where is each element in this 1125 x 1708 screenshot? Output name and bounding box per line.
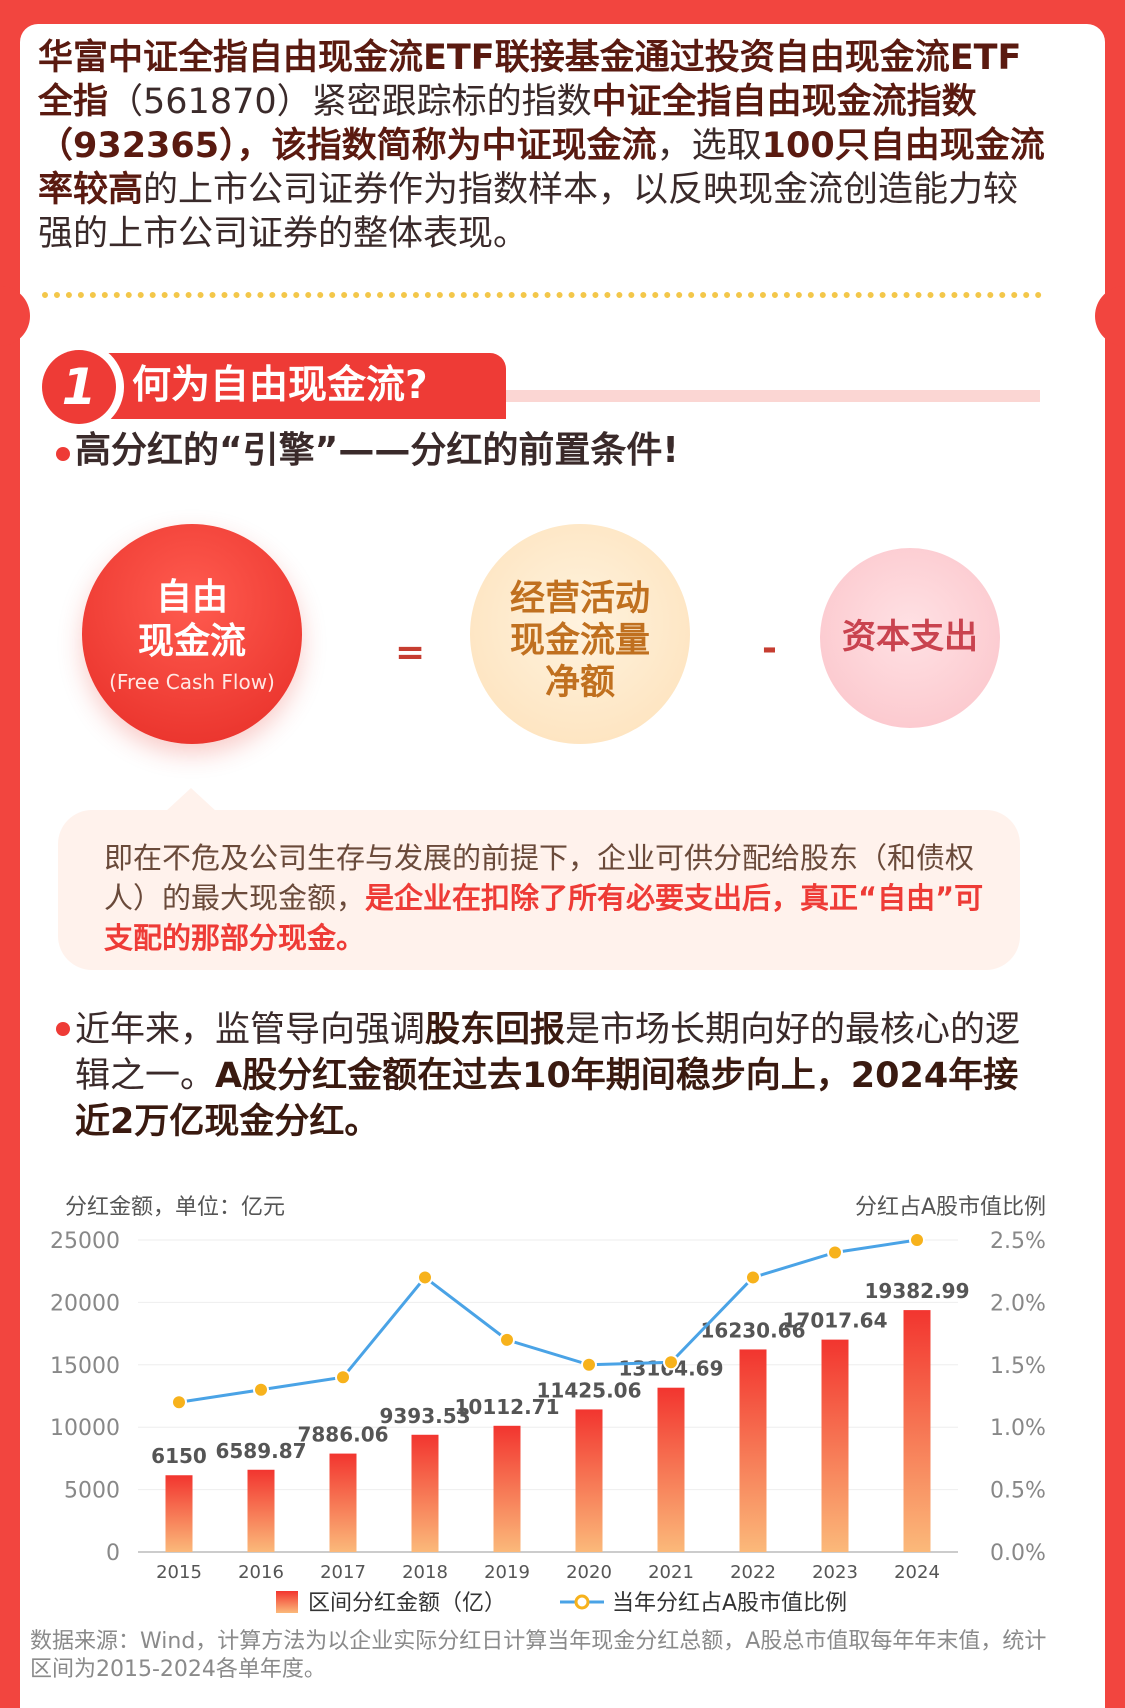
fcf-circle: 自由 现金流 (Free Cash Flow) — [82, 524, 302, 744]
capex-label: 资本支出 — [842, 617, 978, 657]
dotted-divider — [42, 292, 1042, 298]
intro-paragraph: 华富中证全指自由现金流ETF联接基金通过投资自由现金流ETF全指（561870）… — [38, 38, 1045, 254]
y-tick-label-right: 0.0% — [990, 1541, 1046, 1566]
y-axis-left-title: 分红金额，单位：亿元 — [65, 1195, 285, 1220]
fcf-label: 自由 现金流 — [137, 577, 246, 662]
y-tick-label-right: 1.0% — [990, 1416, 1046, 1441]
legend-bar-swatch — [276, 1591, 298, 1613]
operating-cash-flow-label: 经营活动 现金流量 净额 — [509, 579, 650, 703]
ratio-point — [335, 1369, 351, 1386]
legend-line-label: 当年分红占A股市值比例 — [612, 1591, 847, 1616]
x-tick-label: 2020 — [566, 1562, 612, 1583]
bar — [165, 1475, 193, 1552]
y-tick-label-right: 2.5% — [990, 1229, 1046, 1254]
x-tick-label: 2024 — [894, 1562, 940, 1583]
y-tick-label-right: 1.5% — [990, 1354, 1046, 1379]
bar-value-label: 6589.87 — [215, 1439, 306, 1463]
ratio-point — [171, 1394, 187, 1411]
y-tick-label-left: 15000 — [50, 1354, 120, 1379]
bar-value-label: 6150 — [151, 1444, 207, 1468]
capex-circle: 资本支出 — [820, 548, 1000, 728]
y-tick-label-left: 0 — [106, 1541, 120, 1566]
legend-bar-label: 区间分红金额（亿） — [308, 1591, 506, 1616]
bar — [329, 1453, 357, 1552]
bar-value-label: 17017.64 — [782, 1309, 887, 1333]
ratio-point — [663, 1354, 679, 1371]
subtitle: 高分红的“引擎”——分红的前置条件! — [75, 430, 679, 471]
bar — [903, 1310, 931, 1552]
bar — [493, 1425, 521, 1552]
x-tick-label: 2016 — [238, 1562, 284, 1583]
bar — [411, 1434, 439, 1552]
ratio-point — [581, 1356, 597, 1373]
bar — [247, 1469, 275, 1552]
fcf-english-label: (Free Cash Flow) — [109, 670, 275, 694]
bar-value-label: 7886.06 — [297, 1423, 388, 1447]
minus-sign: - — [762, 628, 777, 669]
bar-value-label: 10112.71 — [454, 1395, 559, 1419]
ratio-point — [253, 1381, 269, 1398]
bar-value-label: 16230.66 — [700, 1318, 805, 1342]
section-number: 1 — [42, 350, 116, 424]
y-tick-label-left: 25000 — [50, 1229, 120, 1254]
ratio-point — [499, 1331, 515, 1348]
definition-bubble — [58, 810, 1020, 970]
x-tick-label: 2018 — [402, 1562, 448, 1583]
x-tick-label: 2021 — [648, 1562, 694, 1583]
bullet-dot — [56, 1022, 70, 1036]
x-tick-label: 2015 — [156, 1562, 202, 1583]
y-tick-label-right: 0.5% — [990, 1479, 1046, 1504]
definition-text: 即在不危及公司生存与发展的前提下，企业可供分配给股东（和债权人）的最大现金额，是… — [104, 841, 984, 955]
section-header-tab — [86, 353, 506, 419]
ratio-point — [909, 1232, 925, 1248]
ratio-line — [178, 1238, 918, 1404]
bar-value-label: 9393.53 — [379, 1404, 470, 1428]
bar — [575, 1409, 603, 1552]
y-tick-label-right: 2.0% — [990, 1291, 1046, 1316]
y-axis-right-title: 分红占A股市值比例 — [855, 1195, 1046, 1220]
legend-line-marker — [574, 1594, 590, 1610]
y-tick-label-left: 5000 — [64, 1479, 120, 1504]
data-source-note: 数据来源：Wind，计算方法为以企业实际分红日计算当年现金分红总额，A股总市值取… — [30, 1629, 1047, 1682]
ratio-point — [417, 1269, 433, 1286]
ratio-point — [827, 1244, 843, 1261]
x-tick-label: 2017 — [320, 1562, 366, 1583]
section-title: 何为自由现金流? — [132, 363, 428, 408]
y-tick-label-left: 20000 — [50, 1291, 120, 1316]
bubble-pointer — [165, 788, 217, 812]
dividend-chart: 分红金额，单位：亿元 分红占A股市值比例 0 5000 10000 15000 2000… — [50, 1195, 1046, 1616]
bar — [739, 1349, 767, 1552]
bullet-dot — [56, 447, 70, 461]
y-tick-label-left: 10000 — [50, 1416, 120, 1441]
bar — [657, 1387, 685, 1552]
bar-value-label: 11425.06 — [536, 1378, 641, 1402]
bar — [821, 1339, 849, 1552]
dividend-paragraph: 近年来，监管导向强调股东回报是市场长期向好的最核心的逻辑之一。A股分红金额在过去… — [75, 1010, 1021, 1142]
x-tick-label: 2023 — [812, 1562, 858, 1583]
equals-sign: = — [395, 632, 426, 673]
ratio-point — [745, 1269, 761, 1286]
bar-value-label: 19382.99 — [864, 1279, 969, 1303]
operating-cash-flow-circle: 经营活动 现金流量 净额 — [470, 524, 690, 744]
x-tick-label: 2019 — [484, 1562, 530, 1583]
x-tick-label: 2022 — [730, 1562, 776, 1583]
